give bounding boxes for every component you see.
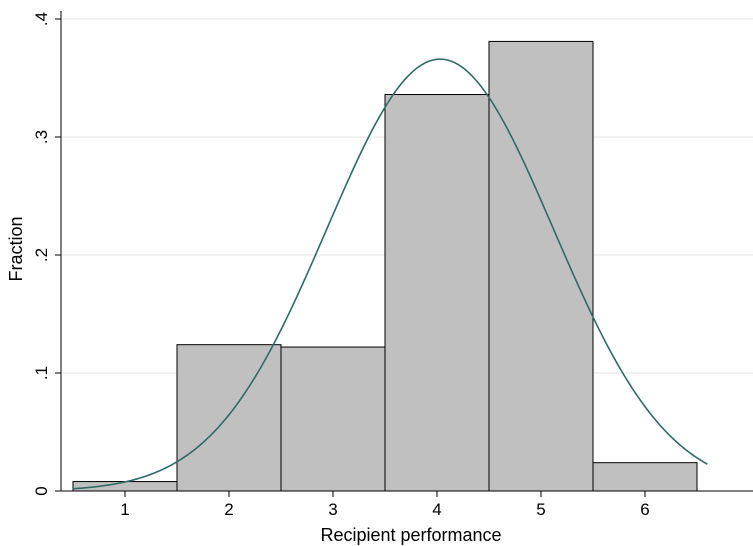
- x-tick-label-1: 2: [224, 500, 233, 519]
- y-tick-label-4: .4: [32, 12, 51, 26]
- x-tick-label-4: 5: [536, 500, 545, 519]
- y-axis-ticks: 0 .1 .2 .3 .4: [32, 12, 61, 496]
- y-tick-label-3: .3: [32, 130, 51, 144]
- x-tick-label-3: 4: [432, 500, 441, 519]
- bar-2: [176, 344, 282, 492]
- x-tick-label-5: 6: [640, 500, 649, 519]
- y-tick-label-0: 0: [32, 486, 51, 495]
- bar-5: [488, 40, 594, 492]
- bars: [72, 40, 698, 492]
- y-axis-title: Fraction: [6, 216, 26, 281]
- normal-density-curve: [72, 58, 708, 490]
- x-axis-ticks: 1 2 3 4 5 6: [120, 491, 650, 519]
- bar-3: [280, 346, 386, 492]
- y-tick-label-2: .2: [32, 248, 51, 262]
- bar-6: [592, 462, 698, 492]
- y-tick-label-1: .1: [32, 366, 51, 380]
- x-axis-title: Recipient performance: [320, 525, 501, 545]
- x-tick-label-0: 1: [120, 500, 129, 519]
- bar-4: [384, 94, 490, 492]
- x-tick-label-2: 3: [328, 500, 337, 519]
- bar-1: [72, 481, 178, 492]
